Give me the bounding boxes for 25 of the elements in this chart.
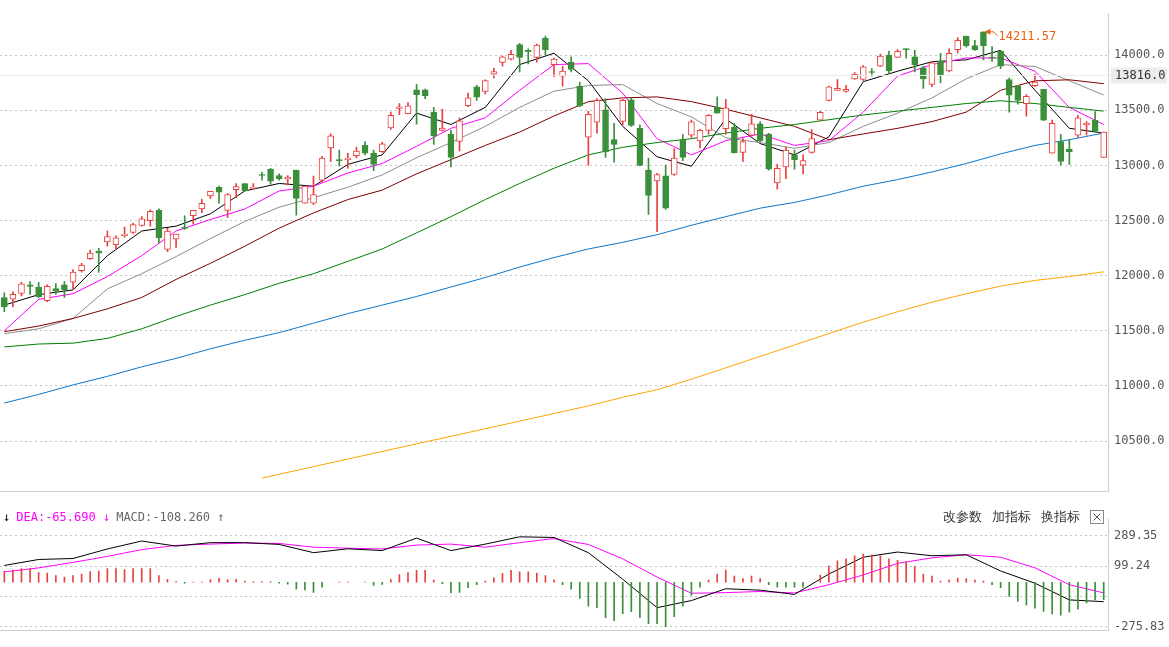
y-tick-label: 11000.0 [1114, 378, 1165, 393]
candlestick [52, 283, 60, 295]
y-tick-label: 11500.0 [1114, 322, 1165, 337]
y-tick-label: 99.24 [1114, 558, 1151, 573]
candlestick [902, 48, 910, 59]
candlestick [26, 281, 34, 295]
y-tick-label: 13000.0 [1114, 157, 1165, 172]
candlestick [344, 152, 352, 169]
annotation: ↓ [3, 510, 11, 524]
annotation: 改参数 [943, 508, 982, 526]
y-tick-label: 12000.0 [1114, 267, 1165, 282]
y-tick-label: 14000.0 [1114, 47, 1165, 62]
annotation: 加指标 [992, 508, 1031, 526]
y-tick-label: 12500.0 [1114, 212, 1165, 227]
candlestick [988, 46, 996, 62]
annotation: 14211.57 [998, 28, 1057, 43]
ref-line-label: 13816.0 [1115, 67, 1166, 82]
candlestick [610, 122, 618, 163]
y-tick-label: -275.83 [1114, 619, 1165, 634]
annotation: 换指标 [1041, 508, 1080, 526]
y-tick-label: 10500.0 [1114, 433, 1165, 448]
y-tick-label: 13500.0 [1114, 102, 1165, 117]
y-tick-label: 289.35 [1114, 527, 1158, 542]
annotation: MACD:-108.260 ↑ [116, 510, 225, 524]
annotation: DEA:-65.690 ↓ [16, 510, 111, 524]
